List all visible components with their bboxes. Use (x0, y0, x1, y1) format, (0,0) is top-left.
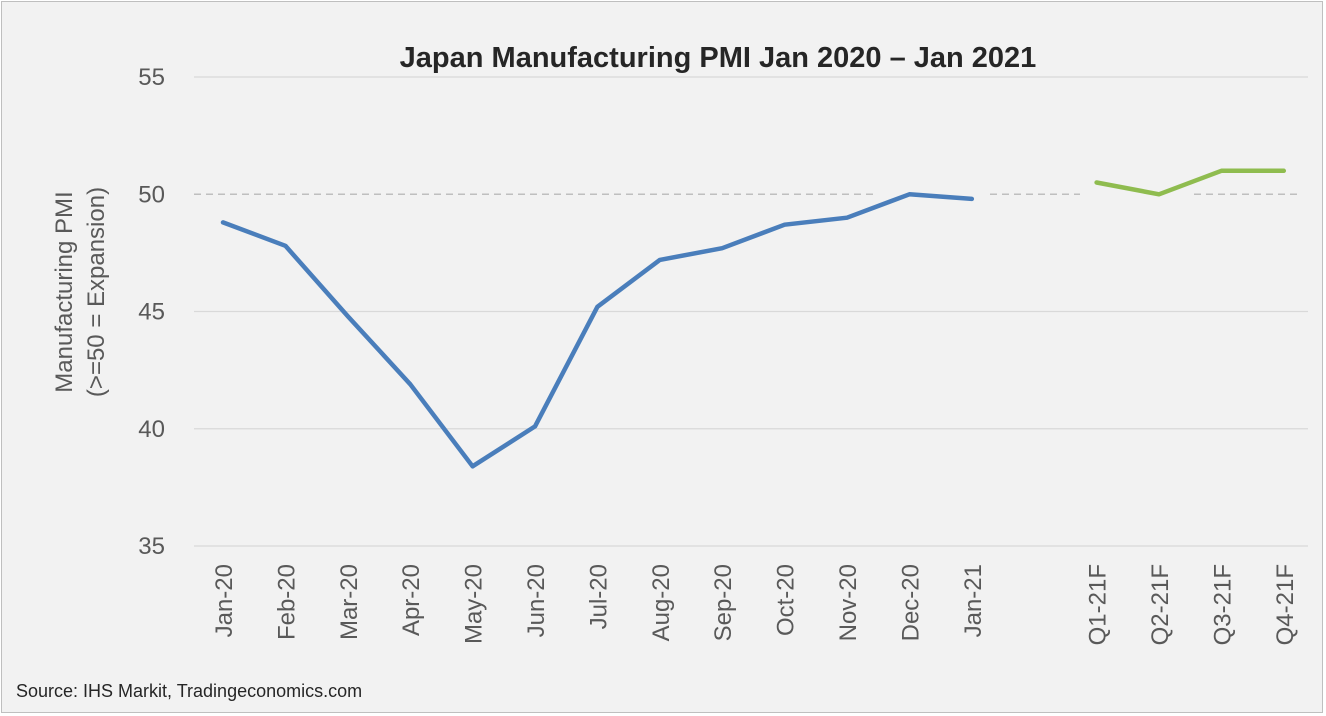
x-tick-label-jul-20: Jul-20 (585, 564, 612, 629)
x-tick-label-aug-20: Aug-20 (648, 564, 675, 641)
x-tick-label-nov-20: Nov-20 (835, 564, 862, 641)
x-tick-label-jan-21: Jan-21 (960, 564, 987, 637)
y-axis-label: Manufacturing PMI (>=50 = Expansion) (51, 187, 110, 397)
series-layer (220, 168, 1287, 469)
series-line-1 (220, 192, 975, 469)
y-tick-label-35: 35 (138, 533, 165, 560)
x-tick-label-q1-21f: Q1-21F (1085, 564, 1112, 645)
x-tick-label-jun-20: Jun-20 (523, 564, 550, 637)
y-tick-label-55: 55 (138, 64, 165, 91)
y-axis-label-line-2: (>=50 = Expansion) (83, 187, 110, 397)
x-tick-label-mar-20: Mar-20 (336, 564, 363, 640)
x-tick-label-q2-21f: Q2-21F (1147, 564, 1174, 645)
y-axis-label-line-1: Manufacturing PMI (51, 191, 78, 392)
y-tick-label-50: 50 (138, 181, 165, 208)
source-note: Source: IHS Markit, Tradingeconomics.com (16, 681, 362, 701)
x-tick-label-oct-20: Oct-20 (773, 564, 800, 636)
series-line-2 (1094, 168, 1287, 197)
x-tick-label-q4-21f: Q4-21F (1272, 564, 1299, 645)
y-tick-label-40: 40 (138, 416, 165, 443)
x-tick-label-jan-20: Jan-20 (211, 564, 238, 637)
x-tick-label-sep-20: Sep-20 (710, 564, 737, 641)
y-tick-labels: 35 40 45 50 55 (138, 64, 165, 560)
grid-layer (194, 76, 1308, 547)
x-tick-labels: Jan-20 Feb-20 Mar-20 Apr-20 May-20 Jun-20 Jul-… (211, 564, 1299, 645)
x-tick-label-dec-20: Dec-20 (897, 564, 924, 641)
chart-title: Japan Manufacturing PMI Jan 2020 – Jan 2… (400, 42, 1037, 74)
x-tick-label-q3-21f: Q3-21F (1209, 564, 1236, 645)
y-tick-label-45: 45 (138, 299, 165, 326)
x-tick-label-may-20: May-20 (461, 564, 488, 644)
x-tick-label-apr-20: Apr-20 (398, 564, 425, 636)
x-tick-label-feb-20: Feb-20 (273, 564, 300, 640)
